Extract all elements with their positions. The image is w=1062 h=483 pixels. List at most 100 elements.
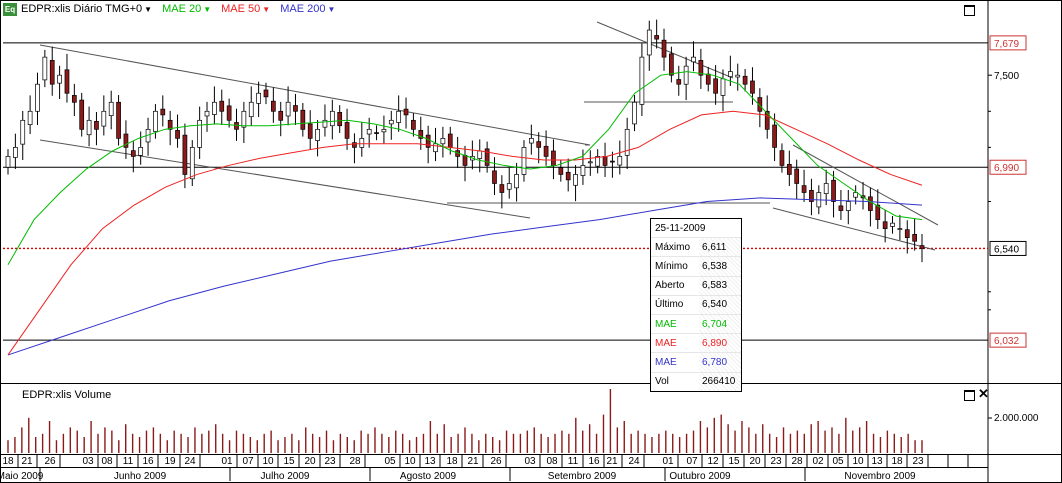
- tooltip-key: MAE: [655, 356, 677, 368]
- day-tick-label: 03: [524, 456, 536, 467]
- candle-body: [528, 138, 534, 144]
- ma50-dropdown-icon[interactable]: ▼: [262, 4, 271, 14]
- candle-body: [271, 100, 276, 112]
- candle-body: [462, 154, 468, 166]
- candle-body: [499, 184, 505, 193]
- candle-body: [64, 69, 70, 94]
- candle-body: [639, 56, 645, 105]
- candle-body: [484, 148, 490, 166]
- candle-body: [705, 73, 711, 85]
- day-tick-label: 28: [791, 456, 803, 467]
- tooltip-value: 6,583: [699, 276, 741, 295]
- candle-body: [735, 74, 741, 78]
- candle-body: [337, 112, 343, 127]
- candle-body: [602, 156, 608, 166]
- symbol-label[interactable]: EDPR:xlis Diário TMG+0: [21, 3, 143, 15]
- day-tick-label: 24: [628, 456, 640, 467]
- tooltip-key: Máximo: [655, 241, 691, 253]
- candle-body: [204, 110, 210, 117]
- level-label-box: [989, 240, 1027, 256]
- candle-body: [433, 143, 438, 153]
- candle-body: [683, 65, 689, 85]
- candle-body: [904, 229, 910, 238]
- day-tick-label: 11: [568, 456, 579, 467]
- candle-body: [823, 183, 829, 194]
- data-tooltip: 25-11-2009 Máximo 6,611 Mínimo 6,538 Aberto 6,…: [650, 218, 742, 392]
- day-tick-label: 19: [164, 456, 176, 467]
- candle-body: [551, 150, 556, 166]
- ma200-line: [7, 197, 923, 356]
- ma20-label[interactable]: MAE 20: [162, 3, 202, 15]
- tooltip-row: Máximo 6,611: [651, 237, 741, 257]
- candle-body: [396, 110, 402, 123]
- candle-body: [285, 101, 291, 117]
- tooltip-row: 25-11-2009: [651, 219, 741, 237]
- candle-body: [256, 92, 261, 104]
- candle-body: [189, 147, 195, 180]
- candle-body: [344, 122, 350, 139]
- candle-body: [691, 56, 696, 63]
- ma200-dropdown-icon[interactable]: ▼: [327, 4, 336, 14]
- candle-body: [447, 133, 453, 148]
- candle-body: [720, 78, 726, 96]
- candle-body: [138, 147, 144, 156]
- close-volume-pane-icon[interactable]: ✕: [978, 386, 989, 401]
- candle-body: [403, 108, 409, 116]
- candle-body: [587, 161, 593, 164]
- symbol-dropdown-icon[interactable]: ▼: [144, 4, 153, 14]
- day-tick-label: 21: [467, 456, 479, 467]
- ticker-icon[interactable]: Eq: [3, 2, 17, 16]
- tooltip-key: 25-11-2009: [655, 222, 706, 234]
- candle-body: [477, 150, 483, 159]
- ma20-dropdown-icon[interactable]: ▼: [203, 4, 212, 14]
- candle-body: [779, 150, 785, 166]
- trend-line: [792, 144, 939, 226]
- candle-body: [794, 168, 800, 184]
- day-tick-label: 08: [101, 456, 113, 467]
- candle-body: [160, 108, 166, 116]
- trend-line: [772, 207, 936, 251]
- chart-header: Eq EDPR:xlis Diário TMG+0 ▼ MAE 20 ▼ MAE…: [3, 2, 341, 16]
- candle-body: [35, 83, 40, 112]
- candle-body: [219, 100, 225, 112]
- candle-body: [595, 156, 601, 167]
- candle-body: [661, 39, 667, 58]
- candle-body: [580, 165, 586, 176]
- candle-body: [565, 171, 571, 181]
- candle-body: [624, 128, 630, 156]
- candle-body: [742, 75, 748, 85]
- candle-body: [79, 99, 85, 130]
- level-label: 6,540: [994, 244, 1019, 255]
- candle-body: [831, 179, 836, 202]
- candle-body: [919, 245, 925, 249]
- day-tick-label: 08: [546, 456, 558, 467]
- candle-body: [197, 119, 202, 148]
- day-tick-label: 15: [283, 456, 295, 467]
- tooltip-value: 6,704: [699, 314, 741, 334]
- candle-body: [728, 71, 733, 77]
- candle-body: [241, 110, 247, 128]
- candle-body: [57, 74, 62, 84]
- candle-body: [750, 80, 755, 94]
- ma20-line: [7, 71, 923, 265]
- candle-body: [897, 228, 903, 230]
- ma200-label[interactable]: MAE 200: [280, 3, 326, 15]
- day-tick-label: 24: [184, 456, 196, 467]
- day-tick-label: 11: [123, 456, 134, 467]
- ma50-label[interactable]: MAE 50: [221, 3, 261, 15]
- candle-body: [123, 133, 129, 148]
- tooltip-value: 6,890: [699, 334, 741, 353]
- day-tick-label: 28: [349, 456, 361, 467]
- maximize-volume-pane-icon[interactable]: [964, 390, 975, 401]
- candle-body: [558, 167, 564, 175]
- candle-body: [543, 145, 549, 157]
- candle-body: [293, 105, 298, 112]
- maximize-price-pane-icon[interactable]: [964, 5, 975, 16]
- tooltip-row: Aberto 6,583: [651, 275, 741, 295]
- candle-body: [278, 110, 284, 121]
- month-tick-label: Setembro 2009: [548, 471, 617, 482]
- tooltip-row: Mínimo 6,538: [651, 256, 741, 276]
- day-tick-label: 20: [304, 456, 316, 467]
